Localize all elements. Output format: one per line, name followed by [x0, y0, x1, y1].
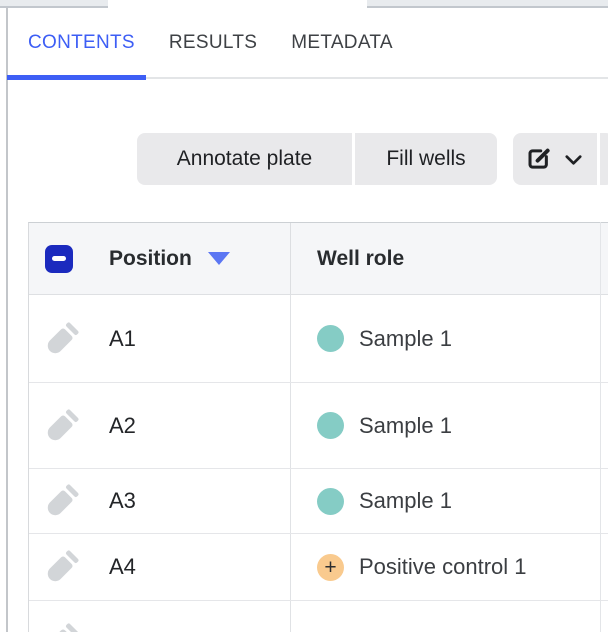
- table-row-clipped[interactable]: [29, 601, 608, 632]
- table-row[interactable]: A1 Sample 1: [29, 295, 608, 383]
- sample-badge-icon: [317, 487, 344, 515]
- well-role-cell: + Positive control 1: [290, 534, 608, 600]
- table-right-column-divider: [600, 222, 601, 632]
- position-value: A4: [109, 554, 136, 579]
- position-value: A2: [109, 412, 136, 438]
- tab-contents[interactable]: CONTENTS: [28, 31, 135, 53]
- table-header-row: Position Well role: [29, 223, 608, 295]
- well-role-label: Sample 1: [359, 488, 452, 513]
- well-role-cell: [290, 601, 608, 632]
- table-row[interactable]: A4 + Positive control 1: [29, 534, 608, 601]
- tab-metadata[interactable]: METADATA: [291, 31, 393, 53]
- well-role-header-cell: Well role: [290, 223, 608, 294]
- table-row[interactable]: A2 Sample 1: [29, 383, 608, 469]
- toolbar: Annotate plate Fill wells: [137, 133, 608, 185]
- positive-control-badge-icon: +: [317, 553, 344, 581]
- position-cell: A3: [29, 469, 290, 533]
- next-toolbar-button-clipped[interactable]: [600, 133, 608, 185]
- well-role-label: Sample 1: [359, 325, 452, 351]
- table-row[interactable]: A3 Sample 1: [29, 469, 608, 534]
- well-role-cell: Sample 1: [290, 383, 608, 468]
- sample-badge-icon: [317, 412, 344, 439]
- well-contents-table: Position Well role A1 Sample 1: [28, 222, 608, 632]
- position-cell: A4: [29, 534, 290, 600]
- position-column-header[interactable]: Position: [109, 246, 192, 270]
- panel-left-border: [6, 8, 8, 632]
- plate-actions-group: Annotate plate Fill wells: [137, 133, 497, 185]
- edit-menu-button[interactable]: [513, 133, 597, 185]
- active-tab-indicator: [7, 75, 146, 80]
- well-role-label: Sample 1: [359, 412, 452, 438]
- fill-wells-button[interactable]: Fill wells: [355, 133, 497, 185]
- chevron-down-icon: [562, 148, 585, 171]
- edit-actions-group: [513, 133, 608, 185]
- tab-results[interactable]: RESULTS: [168, 31, 258, 53]
- parent-tabstrip-right: [367, 0, 608, 8]
- tab-bar: CONTENTS RESULTS METADATA: [8, 8, 608, 79]
- annotate-plate-button[interactable]: Annotate plate: [137, 133, 352, 185]
- plus-icon: +: [324, 555, 337, 579]
- test-tube-icon: [44, 622, 80, 632]
- parent-tabstrip-left: [0, 0, 108, 8]
- test-tube-icon: [44, 408, 80, 443]
- test-tube-icon: [44, 483, 80, 519]
- position-cell: [29, 601, 290, 632]
- well-role-cell: Sample 1: [290, 295, 608, 382]
- position-header-cell: Position: [29, 223, 290, 294]
- select-all-checkbox[interactable]: [45, 244, 73, 273]
- sample-badge-icon: [317, 325, 344, 352]
- sort-desc-icon[interactable]: [207, 252, 230, 265]
- well-role-label: Positive control 1: [359, 554, 527, 579]
- position-cell: A2: [29, 383, 290, 468]
- position-cell: A1: [29, 295, 290, 382]
- well-role-cell: Sample 1: [290, 469, 608, 533]
- test-tube-icon: [44, 549, 80, 585]
- well-role-column-header[interactable]: Well role: [317, 246, 405, 270]
- position-value: A3: [109, 488, 136, 513]
- edit-pencil-square-icon: [525, 145, 553, 173]
- test-tube-icon: [44, 321, 80, 356]
- position-value: A1: [109, 325, 136, 351]
- indeterminate-minus-icon: [52, 256, 66, 261]
